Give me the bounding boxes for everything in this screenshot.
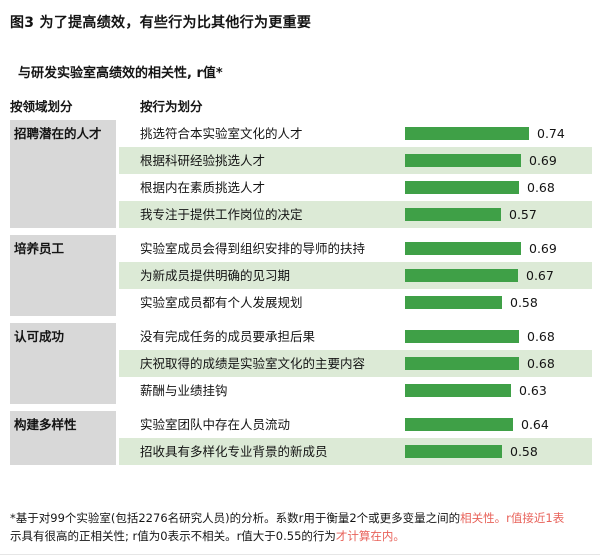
footnote-line: *基于对99个实验室(包括2276名研究人员)的分析。系数r用于衡量2个或更多变… bbox=[10, 509, 592, 527]
behavior-row: 没有完成任务的成员要承担后果 0.68 bbox=[119, 323, 592, 350]
behavior-group: 招聘潜在的人才 挑选符合本实验室文化的人才 0.74 根据科研经验挑选人才 0.69 根据… bbox=[10, 120, 592, 228]
behavior-row: 挑选符合本实验室文化的人才 0.74 bbox=[119, 120, 592, 147]
behavior-row: 根据内在素质挑选人才 0.68 bbox=[119, 174, 592, 201]
behavior-row: 实验室成员会得到组织安排的导师的扶持 0.69 bbox=[119, 235, 592, 262]
behavior-label: 实验室团队中存在人员流动 bbox=[140, 417, 291, 432]
category-label: 招聘潜在的人才 bbox=[10, 120, 116, 228]
bar-value: 0.69 bbox=[529, 241, 557, 256]
category-label: 培养员工 bbox=[10, 235, 116, 316]
footnote-text-red: 相关性。r值接近1表 bbox=[460, 511, 565, 525]
bar bbox=[405, 127, 529, 140]
behavior-group: 培养员工 实验室成员会得到组织安排的导师的扶持 0.69 为新成员提供明确的见习期 0.… bbox=[10, 235, 592, 316]
bar-value: 0.68 bbox=[527, 180, 555, 195]
behavior-label: 挑选符合本实验室文化的人才 bbox=[140, 126, 303, 141]
column-header-behavior: 按行为划分 bbox=[140, 99, 203, 114]
bar-value: 0.68 bbox=[527, 329, 555, 344]
behavior-rows: 实验室成员会得到组织安排的导师的扶持 0.69 为新成员提供明确的见习期 0.67 实验… bbox=[119, 235, 592, 316]
bar-value: 0.64 bbox=[521, 417, 549, 432]
bar-value: 0.63 bbox=[519, 383, 547, 398]
behavior-label: 薪酬与业绩挂钩 bbox=[140, 383, 228, 398]
category-label: 构建多样性 bbox=[10, 411, 116, 465]
behavior-label: 庆祝取得的成绩是实验室文化的主要内容 bbox=[140, 356, 366, 371]
bar bbox=[405, 181, 519, 194]
behavior-row: 庆祝取得的成绩是实验室文化的主要内容 0.68 bbox=[119, 350, 592, 377]
bar bbox=[405, 445, 502, 458]
bar bbox=[405, 296, 502, 309]
bar bbox=[405, 269, 518, 282]
bar bbox=[405, 357, 519, 370]
behavior-label: 我专注于提供工作岗位的决定 bbox=[140, 207, 303, 222]
bar bbox=[405, 384, 511, 397]
bar-chart: 招聘潜在的人才 挑选符合本实验室文化的人才 0.74 根据科研经验挑选人才 0.69 根据… bbox=[10, 120, 592, 465]
behavior-row: 薪酬与业绩挂钩 0.63 bbox=[119, 377, 592, 404]
bar-value: 0.68 bbox=[527, 356, 555, 371]
bar-value: 0.67 bbox=[526, 268, 554, 283]
behavior-row: 招收具有多样化专业背景的新成员 0.58 bbox=[119, 438, 592, 465]
bar bbox=[405, 330, 519, 343]
category-label: 认可成功 bbox=[10, 323, 116, 404]
behavior-row: 实验室成员都有个人发展规划 0.58 bbox=[119, 289, 592, 316]
behavior-row: 我专注于提供工作岗位的决定 0.57 bbox=[119, 201, 592, 228]
bar bbox=[405, 242, 521, 255]
footnote-line: 示具有很高的正相关性; r值为0表示不相关。r值大于0.55的行为才计算在内。 bbox=[10, 527, 592, 545]
bar-value: 0.58 bbox=[510, 295, 538, 310]
footnote-text-red: 才计算在内。 bbox=[335, 529, 405, 544]
behavior-label: 招收具有多样化专业背景的新成员 bbox=[140, 444, 328, 459]
behavior-group: 构建多样性 实验室团队中存在人员流动 0.64 招收具有多样化专业背景的新成员 0.58 bbox=[10, 411, 592, 465]
behavior-label: 实验室成员都有个人发展规划 bbox=[140, 295, 303, 310]
figure-title: 图3 为了提高绩效，有些行为比其他行为更重要 bbox=[10, 15, 312, 31]
behavior-rows: 挑选符合本实验室文化的人才 0.74 根据科研经验挑选人才 0.69 根据内在素质挑选人… bbox=[119, 120, 592, 228]
bar bbox=[405, 208, 501, 221]
footnote: *基于对99个实验室(包括2276名研究人员)的分析。系数r用于衡量2个或更多变… bbox=[10, 509, 592, 546]
behavior-group: 认可成功 没有完成任务的成员要承担后果 0.68 庆祝取得的成绩是实验室文化的主要内容… bbox=[10, 323, 592, 404]
column-headers: 按领域划分 按行为划分 bbox=[10, 96, 592, 115]
behavior-label: 根据内在素质挑选人才 bbox=[140, 180, 266, 195]
bar-value: 0.74 bbox=[537, 126, 565, 141]
behavior-row: 实验室团队中存在人员流动 0.64 bbox=[119, 411, 592, 438]
behavior-label: 实验室成员会得到组织安排的导师的扶持 bbox=[140, 241, 366, 256]
bar bbox=[405, 154, 521, 167]
bar-value: 0.69 bbox=[529, 153, 557, 168]
footnote-text: *基于对99个实验室(包括2276名研究人员)的分析。系数r用于衡量2个或更多变… bbox=[10, 511, 461, 525]
figure-subtitle: 与研发实验室高绩效的相关性, r值* bbox=[18, 66, 223, 81]
footnote-text: 示具有很高的正相关性; r值为0表示不相关。r值大于0.55的行为 bbox=[10, 529, 336, 544]
column-header-domain: 按领域划分 bbox=[10, 99, 73, 114]
behavior-row: 为新成员提供明确的见习期 0.67 bbox=[119, 262, 592, 289]
behavior-label: 根据科研经验挑选人才 bbox=[140, 153, 266, 168]
bar bbox=[405, 418, 513, 431]
bar-value: 0.58 bbox=[510, 444, 538, 459]
behavior-rows: 实验室团队中存在人员流动 0.64 招收具有多样化专业背景的新成员 0.58 bbox=[119, 411, 592, 465]
behavior-rows: 没有完成任务的成员要承担后果 0.68 庆祝取得的成绩是实验室文化的主要内容 0.68… bbox=[119, 323, 592, 404]
behavior-row: 根据科研经验挑选人才 0.69 bbox=[119, 147, 592, 174]
behavior-label: 没有完成任务的成员要承担后果 bbox=[140, 329, 316, 344]
bar-value: 0.57 bbox=[509, 207, 537, 222]
behavior-label: 为新成员提供明确的见习期 bbox=[140, 268, 291, 283]
